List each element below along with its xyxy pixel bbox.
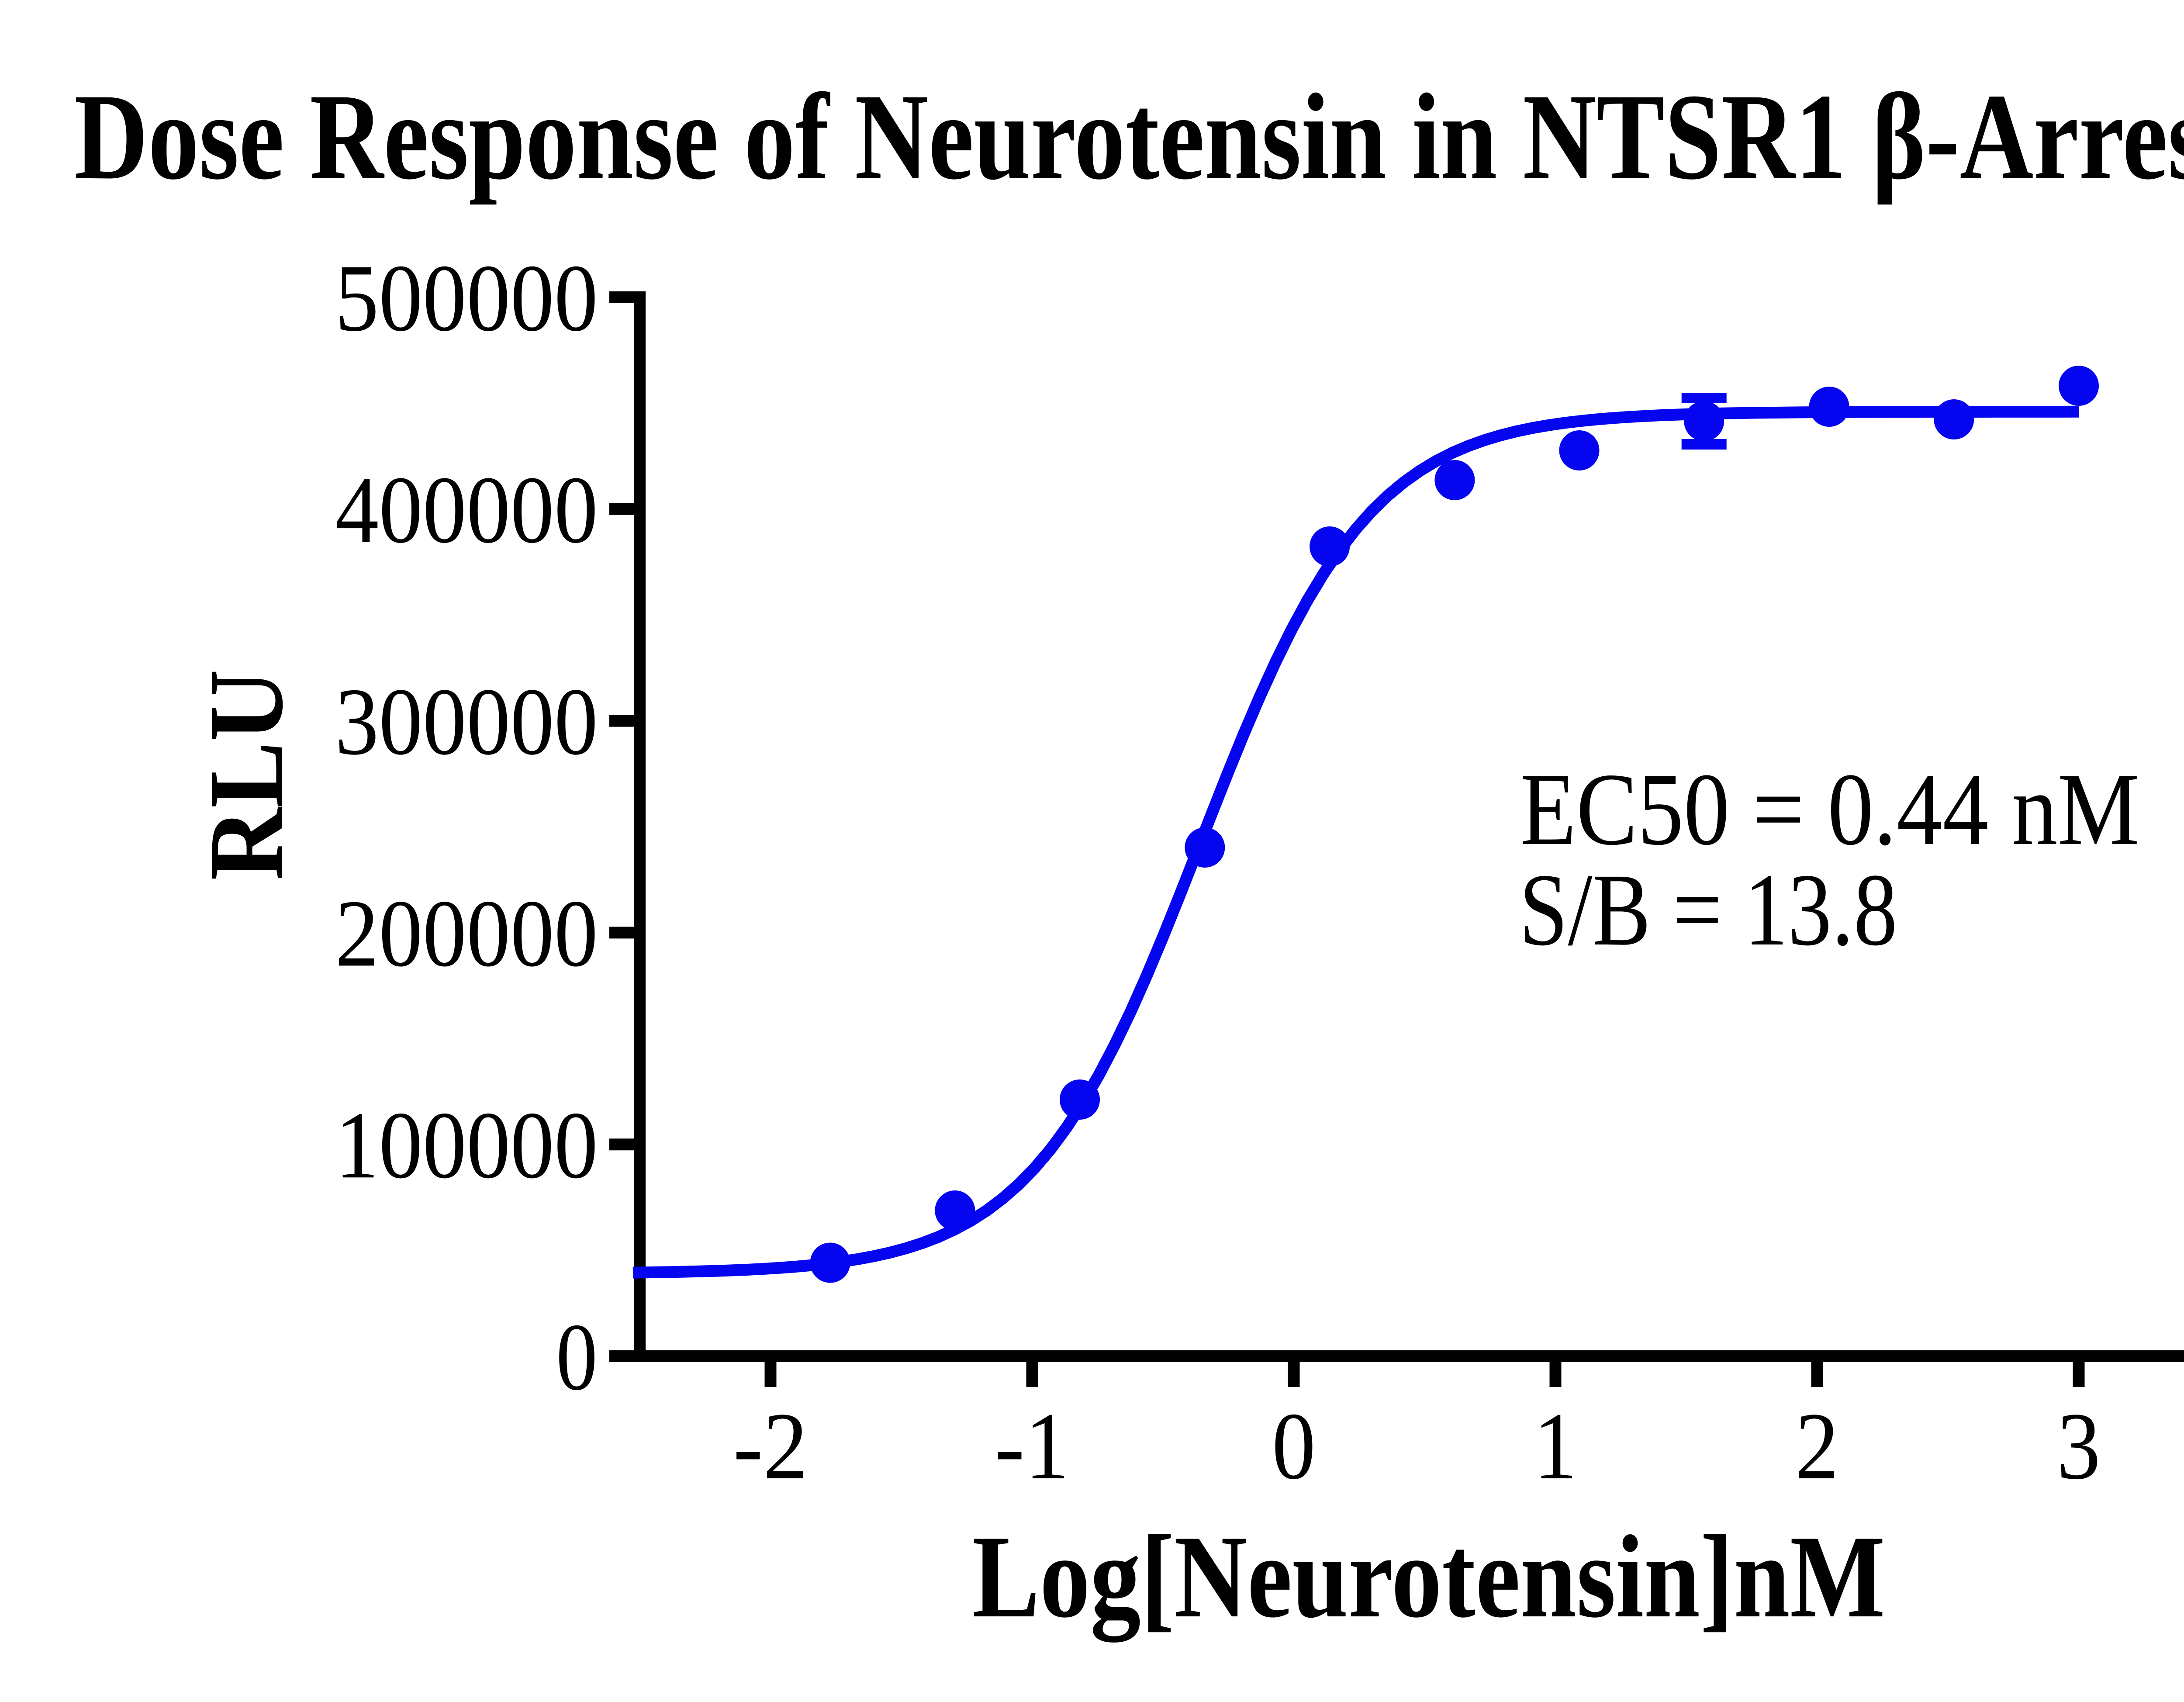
svg-text:EC50 = 0.44 nM: EC50 = 0.44 nM [1520,752,2139,867]
svg-text:Log[Neurotensin]nM: Log[Neurotensin]nM [972,1511,1885,1644]
svg-text:2: 2 [1795,1393,1839,1499]
svg-text:100000: 100000 [335,1092,598,1198]
svg-text:-1: -1 [995,1393,1070,1499]
svg-text:S/B = 13.8: S/B = 13.8 [1519,853,1897,967]
svg-text:-2: -2 [733,1393,808,1499]
svg-text:0: 0 [556,1304,598,1410]
svg-text:3: 3 [2057,1393,2101,1499]
svg-text:RLU: RLU [187,669,305,880]
svg-text:300000: 300000 [335,668,598,775]
svg-text:Dose Response of Neurotensin i: Dose Response of Neurotensin in NTSR1 β-… [74,69,2184,205]
svg-text:400000: 400000 [335,457,598,563]
svg-text:1: 1 [1534,1393,1577,1499]
svg-text:500000: 500000 [335,245,598,351]
svg-text:200000: 200000 [335,880,598,986]
svg-text:0: 0 [1272,1393,1316,1499]
